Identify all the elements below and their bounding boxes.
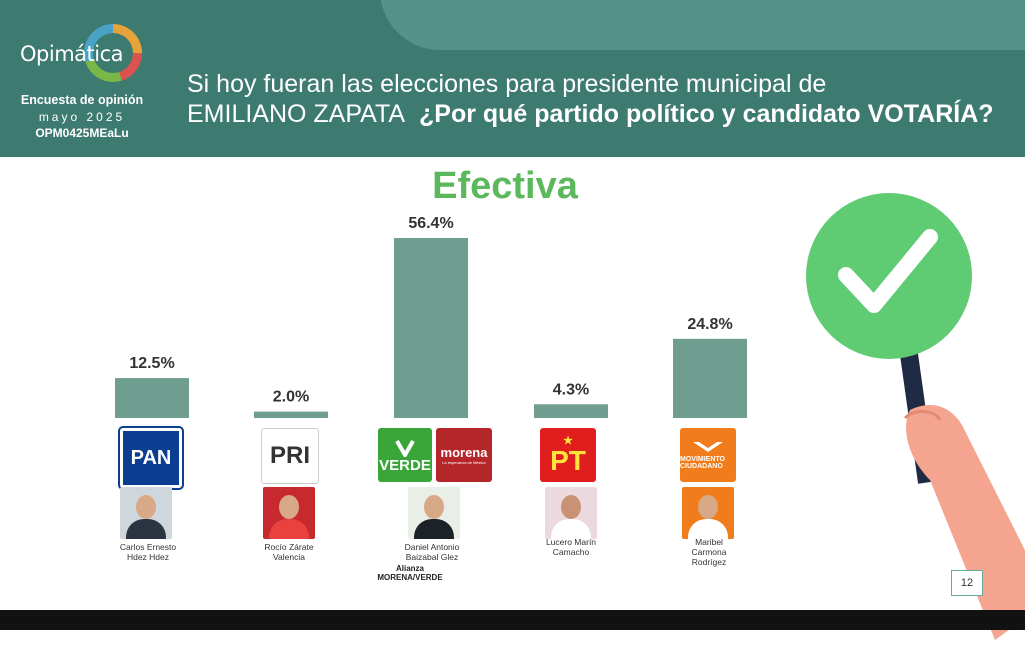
name-line: Rodrígez: [691, 556, 727, 567]
face-shape: [279, 495, 299, 519]
face-shape: [136, 495, 156, 519]
bar-value-label: 4.3%: [553, 381, 589, 398]
bar-3: [394, 238, 468, 418]
candidate-name: Carlos Ernesto Hdez Hdez: [93, 542, 203, 563]
bar-value-label: 2.0%: [273, 389, 309, 406]
candidate-name: Lucero Marín Camacho: [516, 537, 626, 558]
survey-name: Encuesta de opinión: [20, 93, 144, 107]
morena-logo: morena La esperanza de México: [436, 428, 492, 482]
pri-logo: PRI: [261, 428, 319, 484]
candidate-photo: [120, 487, 172, 539]
bar-value-label: 12.5%: [129, 355, 174, 372]
torso-shape: [551, 519, 591, 539]
torso-shape: [269, 519, 309, 539]
name-line: Baizabal Glez: [405, 551, 459, 562]
face-shape: [698, 495, 718, 519]
page-number: 12: [951, 570, 983, 596]
bar-value-label: 24.8%: [687, 316, 732, 333]
survey-code: OPM0425MEaLu: [35, 126, 129, 140]
candidate-photo: [682, 487, 734, 539]
name-line: Valencia: [273, 551, 305, 562]
bar-5: [673, 338, 747, 418]
question-place: EMILIANO ZAPATA: [187, 100, 406, 128]
brand-logo: Opimática: [14, 24, 144, 88]
name-line: Lucero Marín: [545, 537, 597, 547]
checkmark-icon: [838, 229, 938, 313]
alliance-line: MORENA/VERDE: [377, 573, 443, 583]
pri-logo-text: PRI: [269, 442, 310, 469]
hand-arm-illustration: [903, 405, 1025, 640]
alliance-label: Alianza MORENA/VERDE: [355, 564, 465, 582]
candidate-name: Rocío Zárate Valencia: [234, 542, 344, 563]
alliance-line: Alianza: [395, 564, 424, 573]
face-shape: [424, 495, 444, 519]
torso-shape: [126, 519, 166, 539]
face-shape: [561, 495, 581, 519]
toucan-icon: [395, 439, 415, 457]
mc-logo-text: MOVIMIENTO CIUDADANO: [680, 456, 725, 470]
pan-logo-text: PAN: [130, 446, 172, 469]
question-line-1: Si hoy fueran las elecciones para presid…: [187, 70, 827, 98]
question-bold: ¿Por qué partido político y candidato VO…: [419, 100, 994, 128]
name-line: Rocío Zárate: [264, 542, 314, 552]
star-icon: ★: [563, 434, 573, 447]
name-line: Carlos Ernesto: [119, 542, 177, 552]
candidate-photo: [408, 487, 460, 539]
name-line: Daniel Antonio: [404, 542, 460, 552]
brand-name: Opimática: [20, 42, 124, 66]
torso-shape: [688, 519, 728, 539]
name-line: Maribel: [695, 537, 723, 547]
mc-logo: MOVIMIENTO CIUDADANO: [680, 428, 736, 482]
torso-shape: [414, 519, 454, 539]
bar-1: [115, 378, 189, 418]
eagle-icon: [693, 442, 723, 452]
candidate-photo: [545, 487, 597, 539]
morena-logo-text: morena: [440, 445, 488, 460]
header-decoration: [380, 0, 1025, 50]
candidate-name: Daniel Antonio Baizabal Glez: [377, 542, 487, 563]
question-line-2: EMILIANO ZAPATA ¿Por qué partido polític…: [187, 100, 994, 129]
bar-2: [254, 411, 328, 418]
pt-logo-text: PT: [550, 444, 586, 476]
pt-logo: ★ PT: [540, 428, 596, 482]
pan-logo: PAN: [120, 428, 182, 488]
name-line: Camacho: [552, 546, 590, 557]
chart-title: Efectiva: [432, 165, 578, 207]
bar-value-label: 56.4%: [408, 215, 453, 232]
morena-tagline: La esperanza de México: [442, 460, 486, 465]
footer-bar: [0, 610, 1025, 630]
candidate-photo: [263, 487, 315, 539]
verde-logo-text: VERDE: [379, 456, 431, 474]
header-banner: Opimática Encuesta de opinión mayo 2025 …: [0, 0, 1025, 157]
candidate-name: Maribel Carmona Rodrígez: [654, 537, 764, 567]
logo-ring-icon: [84, 24, 142, 82]
name-line: Carmona: [691, 546, 727, 557]
bar-4: [534, 404, 608, 418]
name-line: Hdez Hdez: [126, 551, 170, 562]
verde-logo: VERDE: [378, 428, 432, 482]
bar-chart: 12.5% 2.0% 56.4% 4.3% 24.8%: [115, 215, 747, 418]
survey-date: mayo 2025: [38, 110, 126, 124]
